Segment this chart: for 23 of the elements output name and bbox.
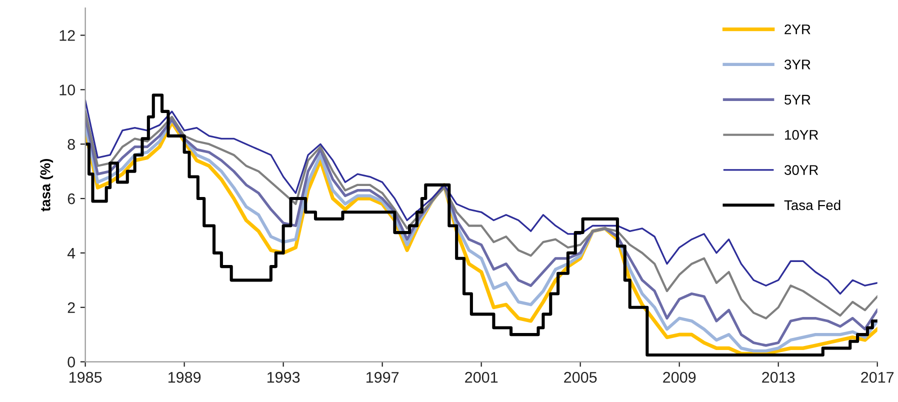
y-tick-label: 4 (67, 248, 76, 258)
legend-label: Tasa Fed (784, 200, 840, 210)
y-tick-label: 2 (68, 302, 75, 313)
legend-label: 3YR (784, 60, 810, 70)
y-tick-label: 8 (68, 138, 75, 150)
legend-label: 2YR (784, 24, 810, 34)
x-tick-label: 2013 (762, 372, 795, 383)
legend-label: 5YR (784, 94, 810, 105)
x-tick-label: 2001 (465, 372, 498, 383)
y-tick-label: 6 (68, 193, 75, 204)
legend-label: 10YR (785, 130, 818, 140)
x-tick-label: 2005 (564, 372, 597, 383)
y-tick-label: 12 (60, 30, 75, 41)
y-tick-label: 0 (68, 356, 75, 368)
y-tick-label: 10 (60, 84, 75, 96)
x-tick-label: 2017 (861, 372, 894, 383)
x-tick-label: 1997 (366, 372, 399, 383)
x-tick-label: 1993 (267, 372, 300, 383)
x-tick-label: 1985 (69, 372, 102, 383)
x-tick-label: 1989 (168, 372, 201, 383)
legend-label: 30YR (784, 165, 818, 175)
x-tick-label: 2009 (663, 372, 696, 383)
y-axis-title: tasa (%) (40, 158, 54, 212)
